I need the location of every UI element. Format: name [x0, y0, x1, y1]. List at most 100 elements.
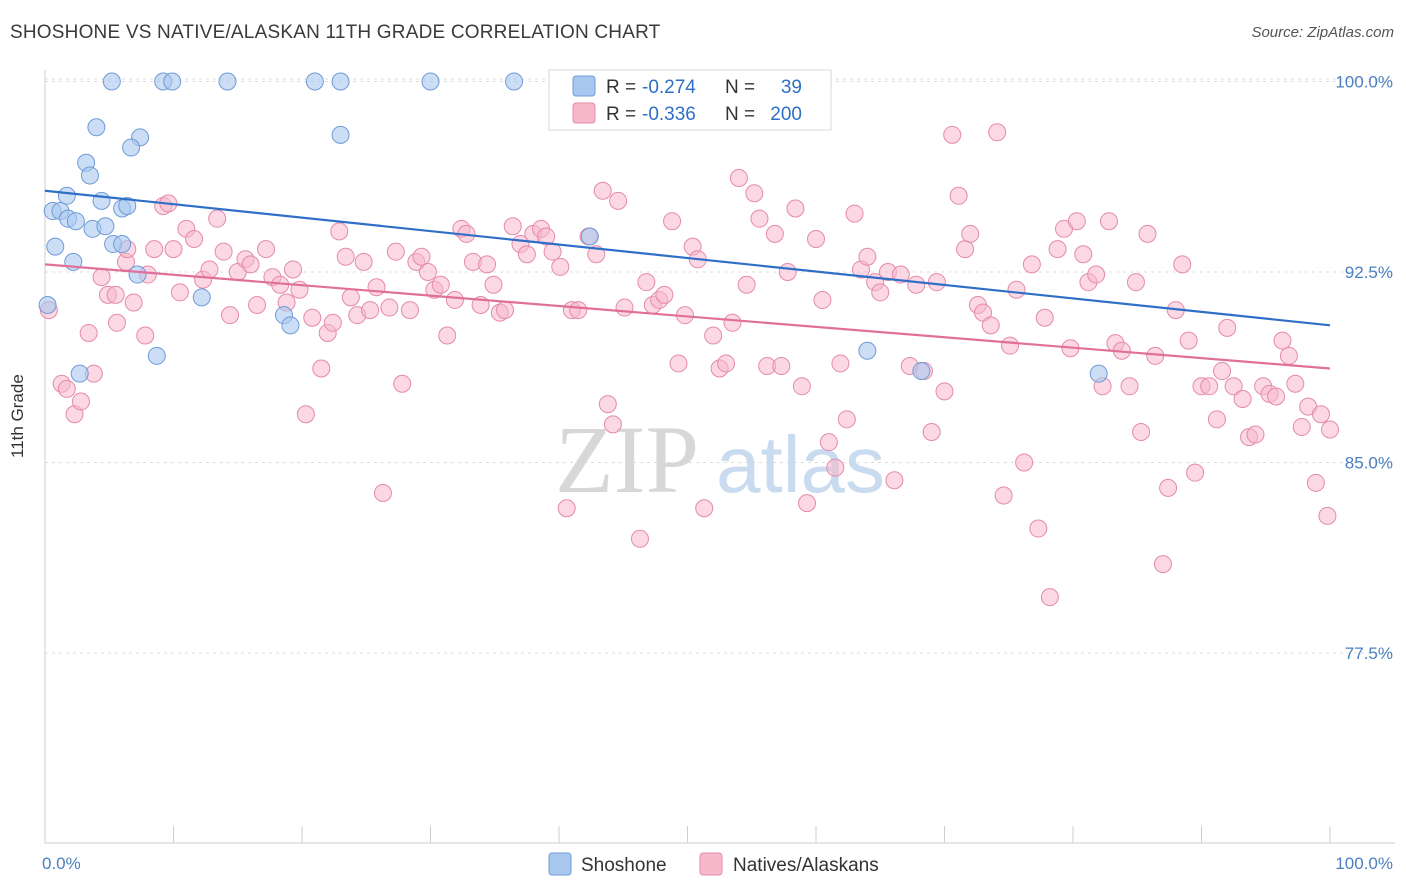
data-point-natives	[1007, 280, 1026, 299]
data-point-natives	[136, 326, 155, 345]
data-point-shoshone	[38, 296, 57, 315]
data-point-natives	[655, 285, 674, 304]
data-point-shoshone	[122, 138, 141, 157]
data-point-shoshone	[147, 346, 166, 365]
data-point-shoshone	[1089, 364, 1108, 383]
data-point-natives	[807, 229, 825, 248]
data-point-natives	[537, 227, 556, 246]
data-point-natives	[418, 263, 437, 281]
data-point-natives	[1173, 255, 1192, 274]
data-point-natives	[57, 379, 76, 398]
data-point-shoshone	[128, 265, 147, 284]
data-point-natives	[557, 499, 576, 518]
data-point-natives	[200, 260, 219, 279]
data-point-natives	[772, 356, 791, 375]
data-point-natives	[943, 125, 962, 144]
data-point-natives	[1312, 405, 1331, 424]
data-point-natives	[1267, 387, 1286, 406]
data-point-natives	[1126, 273, 1145, 292]
data-point-natives	[484, 275, 503, 294]
data-point-natives	[737, 275, 756, 294]
data-point-natives	[1120, 377, 1139, 396]
data-point-natives	[478, 255, 497, 274]
data-point-shoshone	[102, 72, 121, 91]
legend-n-value-2: 200	[770, 104, 802, 125]
data-point-natives	[907, 275, 926, 294]
data-point-natives	[221, 306, 240, 325]
data-point-natives	[792, 377, 811, 396]
data-point-natives	[323, 313, 342, 332]
data-point-shoshone	[163, 72, 182, 91]
data-point-shoshone	[46, 237, 65, 256]
data-point-natives	[330, 222, 349, 241]
x-tick-label-min: 0.0%	[42, 854, 81, 873]
trend-lines	[44, 189, 1331, 370]
bottom-legend-swatch-natives	[699, 852, 723, 876]
data-point-shoshone	[331, 72, 350, 91]
data-point-natives	[208, 209, 227, 228]
data-point-shoshone	[80, 166, 99, 185]
data-point-natives	[922, 423, 941, 442]
data-point-natives	[729, 169, 748, 188]
data-point-natives	[214, 242, 233, 261]
data-point-natives	[551, 257, 570, 276]
watermark-atlas: atlas	[716, 420, 885, 509]
data-point-natives	[1040, 588, 1059, 607]
data-point-natives	[798, 494, 817, 513]
legend-box	[548, 69, 832, 131]
data-point-shoshone	[192, 288, 211, 307]
data-point-shoshone	[281, 316, 300, 335]
bottom-legend-label-shoshone: Shoshone	[581, 855, 667, 876]
data-point-natives	[257, 240, 276, 259]
watermark-zip: ZIP	[555, 406, 699, 513]
legend-r-label-2: R =	[606, 104, 636, 125]
legend-r-value-1: -0.274	[642, 77, 696, 98]
data-point-natives	[543, 242, 562, 261]
bottom-legend: Shoshone Natives/Alaskans	[548, 852, 879, 876]
data-point-natives	[569, 301, 588, 320]
data-point-natives	[891, 265, 910, 284]
data-point-shoshone	[96, 217, 115, 236]
chart-title: SHOSHONE VS NATIVE/ALASKAN 11TH GRADE CO…	[10, 22, 661, 43]
y-tick-label: 92.5%	[1345, 263, 1393, 282]
data-point-natives	[1286, 374, 1305, 393]
data-point-natives	[1218, 318, 1237, 337]
data-point-natives	[1001, 336, 1020, 355]
y-tick-label: 85.0%	[1345, 454, 1393, 473]
data-point-natives	[303, 308, 322, 327]
data-point-natives	[1213, 362, 1232, 381]
data-point-natives	[786, 199, 805, 218]
x-tick-label-max: 100.0%	[1335, 854, 1393, 873]
data-point-natives	[373, 483, 392, 502]
data-point-natives	[871, 283, 890, 302]
data-point-shoshone	[505, 72, 524, 91]
bottom-legend-label-natives: Natives/Alaskans	[733, 855, 879, 876]
data-point-shoshone	[66, 212, 85, 231]
data-point-natives	[1273, 331, 1292, 350]
legend-n-label-2: N =	[725, 104, 755, 125]
data-point-natives	[1318, 506, 1337, 525]
data-point-natives	[949, 186, 968, 205]
trend-line-natives	[44, 263, 1331, 370]
data-point-natives	[845, 204, 864, 223]
y-tick-label: 100.0%	[1335, 73, 1393, 92]
data-point-natives	[745, 184, 764, 203]
data-point-natives	[1292, 417, 1311, 436]
series-natives-alaskans-points	[39, 123, 1339, 607]
data-point-natives	[445, 290, 464, 309]
data-point-natives	[367, 278, 386, 297]
data-point-natives	[248, 296, 267, 315]
data-point-shoshone	[580, 227, 599, 246]
data-point-natives	[164, 240, 183, 259]
data-point-shoshone	[57, 186, 76, 205]
data-point-natives	[669, 354, 688, 373]
data-point-natives	[813, 290, 832, 309]
data-point-natives	[994, 486, 1013, 505]
data-point-shoshone	[305, 72, 324, 91]
data-point-natives	[778, 263, 797, 281]
data-point-natives	[1321, 420, 1339, 439]
tick-labels: 77.5% 85.0% 92.5% 100.0% 0.0% 100.0%	[42, 73, 1393, 874]
data-point-natives	[927, 273, 946, 292]
data-point-natives	[1233, 390, 1252, 408]
